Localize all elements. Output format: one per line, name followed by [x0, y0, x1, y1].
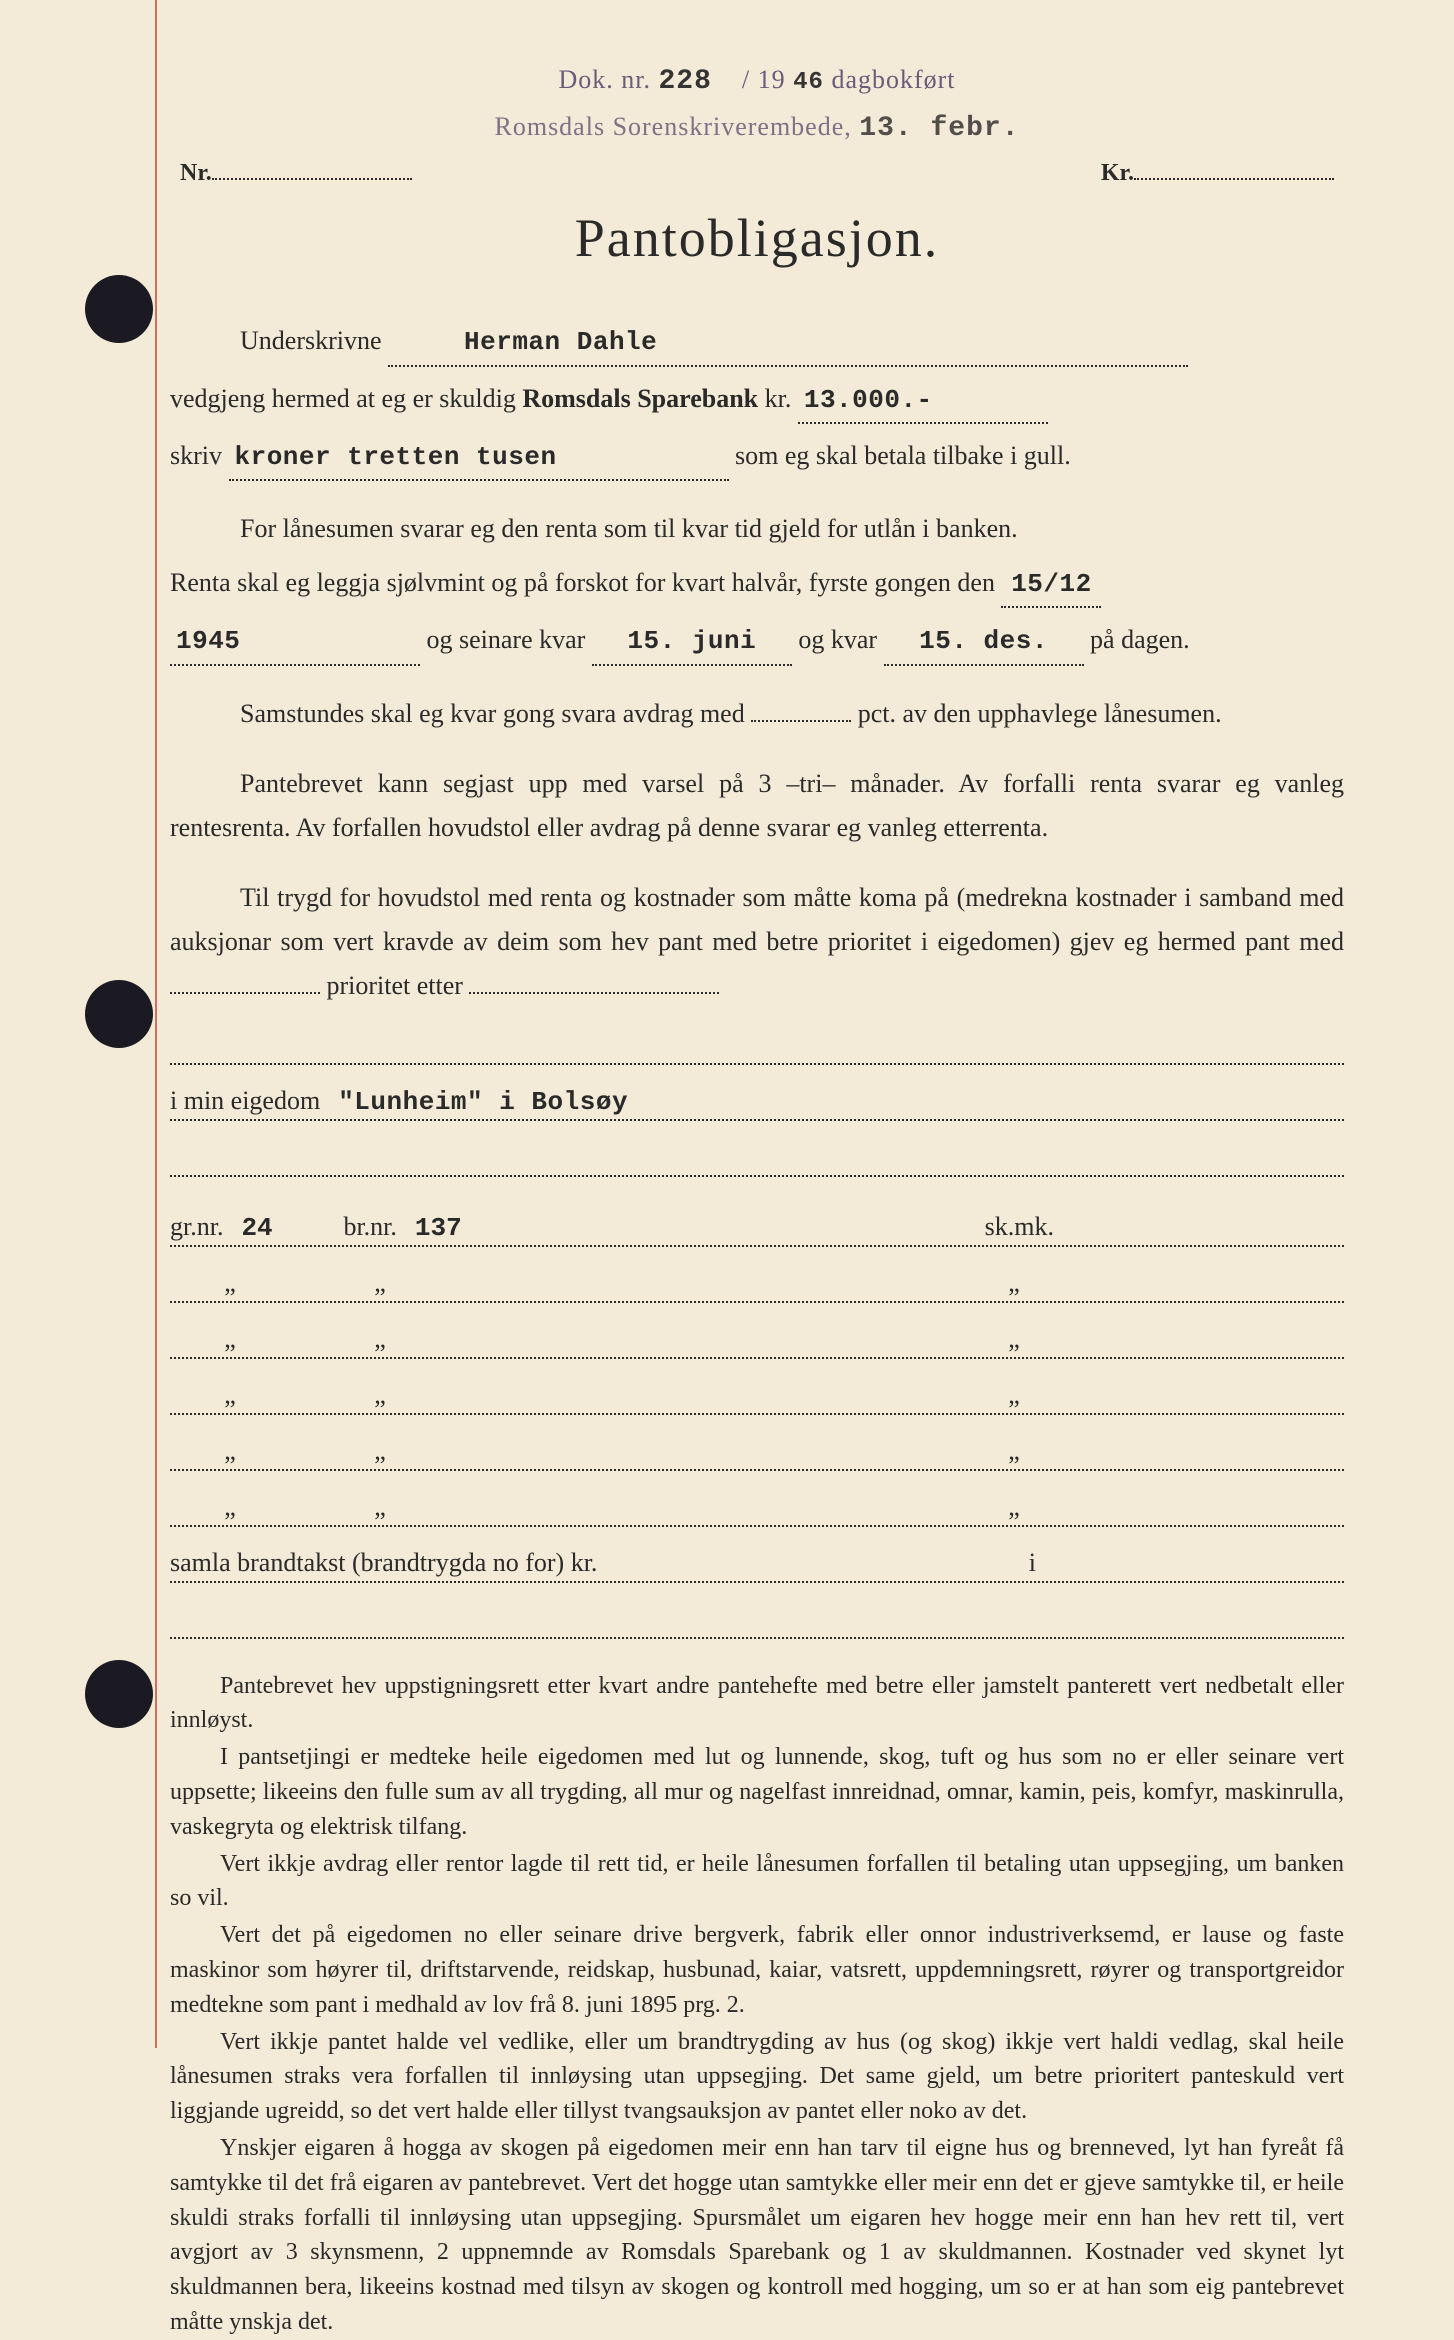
ditto-row: „„„ — [170, 1429, 1344, 1471]
renta-date2: 15. juni — [592, 619, 792, 665]
skmk-label: sk.mk. — [985, 1205, 1054, 1249]
ditto-row: „„„ — [170, 1485, 1344, 1527]
avdrag-prefix: Samstundes skal eg kvar gong svara avdra… — [240, 699, 745, 728]
ditto-row: „„„ — [170, 1373, 1344, 1415]
stamp-dok-nr: 228 — [658, 66, 711, 97]
skriv-label: skriv — [170, 441, 222, 470]
property-table: gr.nr. 24 br.nr. 137 sk.mk. „„„ „„„ „„„ … — [170, 1205, 1344, 1639]
skriv-value: kroner tretten tusen — [229, 435, 729, 481]
nr-field — [212, 154, 412, 180]
trygd-prefix: Til trygd for hovudstol med renta og kos… — [170, 883, 1344, 956]
fineprint-p1: Pantebrevet hev uppstigningsrett etter k… — [170, 1669, 1344, 1739]
renta-suffix: på dagen. — [1090, 625, 1190, 654]
avdrag-suffix: pct. av den upphavlege lånesumen. — [858, 699, 1222, 728]
brnr-label: br.nr. — [343, 1205, 396, 1249]
kr-value: 13.000.- — [798, 378, 1048, 424]
punch-hole — [85, 980, 153, 1048]
stamp-line-1: Dok. nr. 228 / 19 46 dagbokført — [170, 60, 1344, 103]
renta-year: 1945 — [170, 619, 420, 665]
renta-mid2: og kvar — [798, 625, 877, 654]
margin-line — [155, 0, 157, 2048]
pantebrev-para: Pantebrevet kann segjast upp med varsel … — [170, 762, 1344, 850]
vedgjeng-text: vedgjeng hermed at eg er skuldig — [170, 384, 516, 413]
stamp-line-2: Romsdals Sorenskriverembede, 13. febr. — [170, 107, 1344, 150]
underskrivne-label: Underskrivne — [240, 326, 382, 355]
stamp-year-suffix: 46 — [793, 69, 824, 96]
kr-field — [1134, 154, 1334, 180]
brandtakst-i: i — [1029, 1541, 1036, 1585]
fineprint-p4: Vert det på eigedomen no eller seinare d… — [170, 1918, 1344, 2022]
page-title: Pantobligasjon. — [170, 207, 1344, 269]
eigedom-label: i min eigedom — [170, 1079, 320, 1123]
grnr-label: gr.nr. — [170, 1205, 223, 1249]
eigedom-value: "Lunheim" i Bolsøy — [338, 1080, 628, 1124]
trygd-mid: prioritet etter — [327, 971, 463, 1000]
fine-print: Pantebrevet hev uppstigningsrett etter k… — [170, 1669, 1344, 2340]
fineprint-p6: Ynskjer eigaren å hogga av skogen på eig… — [170, 2131, 1344, 2340]
renta-para1: For lånesumen svarar eg den renta som ti… — [170, 507, 1344, 551]
renta-mid1: og seinare kvar — [427, 625, 586, 654]
brandtakst-label: samla brandtakst (brandtrygda no for) kr… — [170, 1541, 597, 1585]
header-row: Nr. Kr. — [170, 154, 1344, 187]
fineprint-p5: Vert ikkje pantet halde vel vedlike, ell… — [170, 2025, 1344, 2129]
fineprint-p2: I pantsetjingi er medteke heile eigedome… — [170, 1740, 1344, 1844]
bank-name: Romsdals Sparebank — [522, 384, 758, 413]
stamp-suffix: dagbokført — [831, 65, 955, 94]
renta-line2-prefix: Renta skal eg leggja sjølvmint og på for… — [170, 568, 995, 597]
stamp-year-prefix: 19 — [758, 65, 786, 94]
prioritet-etter — [469, 992, 719, 994]
punch-hole — [85, 1660, 153, 1728]
stamp-office: Romsdals Sorenskriverembede, — [495, 112, 852, 141]
ditto-row: „„„ — [170, 1261, 1344, 1303]
renta-date3: 15. des. — [884, 619, 1084, 665]
stamp-date: 13. febr. — [859, 113, 1019, 144]
prioritet-value — [170, 992, 320, 994]
punch-hole — [85, 275, 153, 343]
kr-label: Kr. — [1101, 160, 1134, 187]
gull-text: som eg skal betala tilbake i gull. — [735, 441, 1071, 470]
ditto-row: „„„ — [170, 1317, 1344, 1359]
grnr-value: 24 — [233, 1206, 333, 1250]
kr-lbl: kr. — [765, 384, 792, 413]
stamp-slash: / — [742, 65, 750, 94]
avdrag-value — [751, 720, 851, 722]
blank-line — [170, 1597, 1344, 1639]
blank-line — [170, 1135, 1344, 1177]
form-body: Underskrivne Herman Dahle vedgjeng herme… — [170, 319, 1344, 1638]
fineprint-p3: Vert ikkje avdrag eller rentor lagde til… — [170, 1847, 1344, 1917]
blank-line — [170, 1023, 1344, 1065]
underskrivne-value: Herman Dahle — [388, 320, 1188, 366]
brnr-value: 137 — [407, 1206, 547, 1250]
stamp-dok-label: Dok. nr. — [558, 65, 651, 94]
renta-date1: 15/12 — [1001, 562, 1101, 608]
nr-label: Nr. — [180, 160, 212, 187]
